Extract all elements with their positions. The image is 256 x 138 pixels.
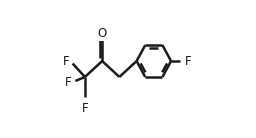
Text: F: F <box>185 55 191 68</box>
Text: F: F <box>62 55 69 68</box>
Text: F: F <box>82 102 88 115</box>
Text: F: F <box>65 76 71 89</box>
Text: O: O <box>98 27 107 40</box>
